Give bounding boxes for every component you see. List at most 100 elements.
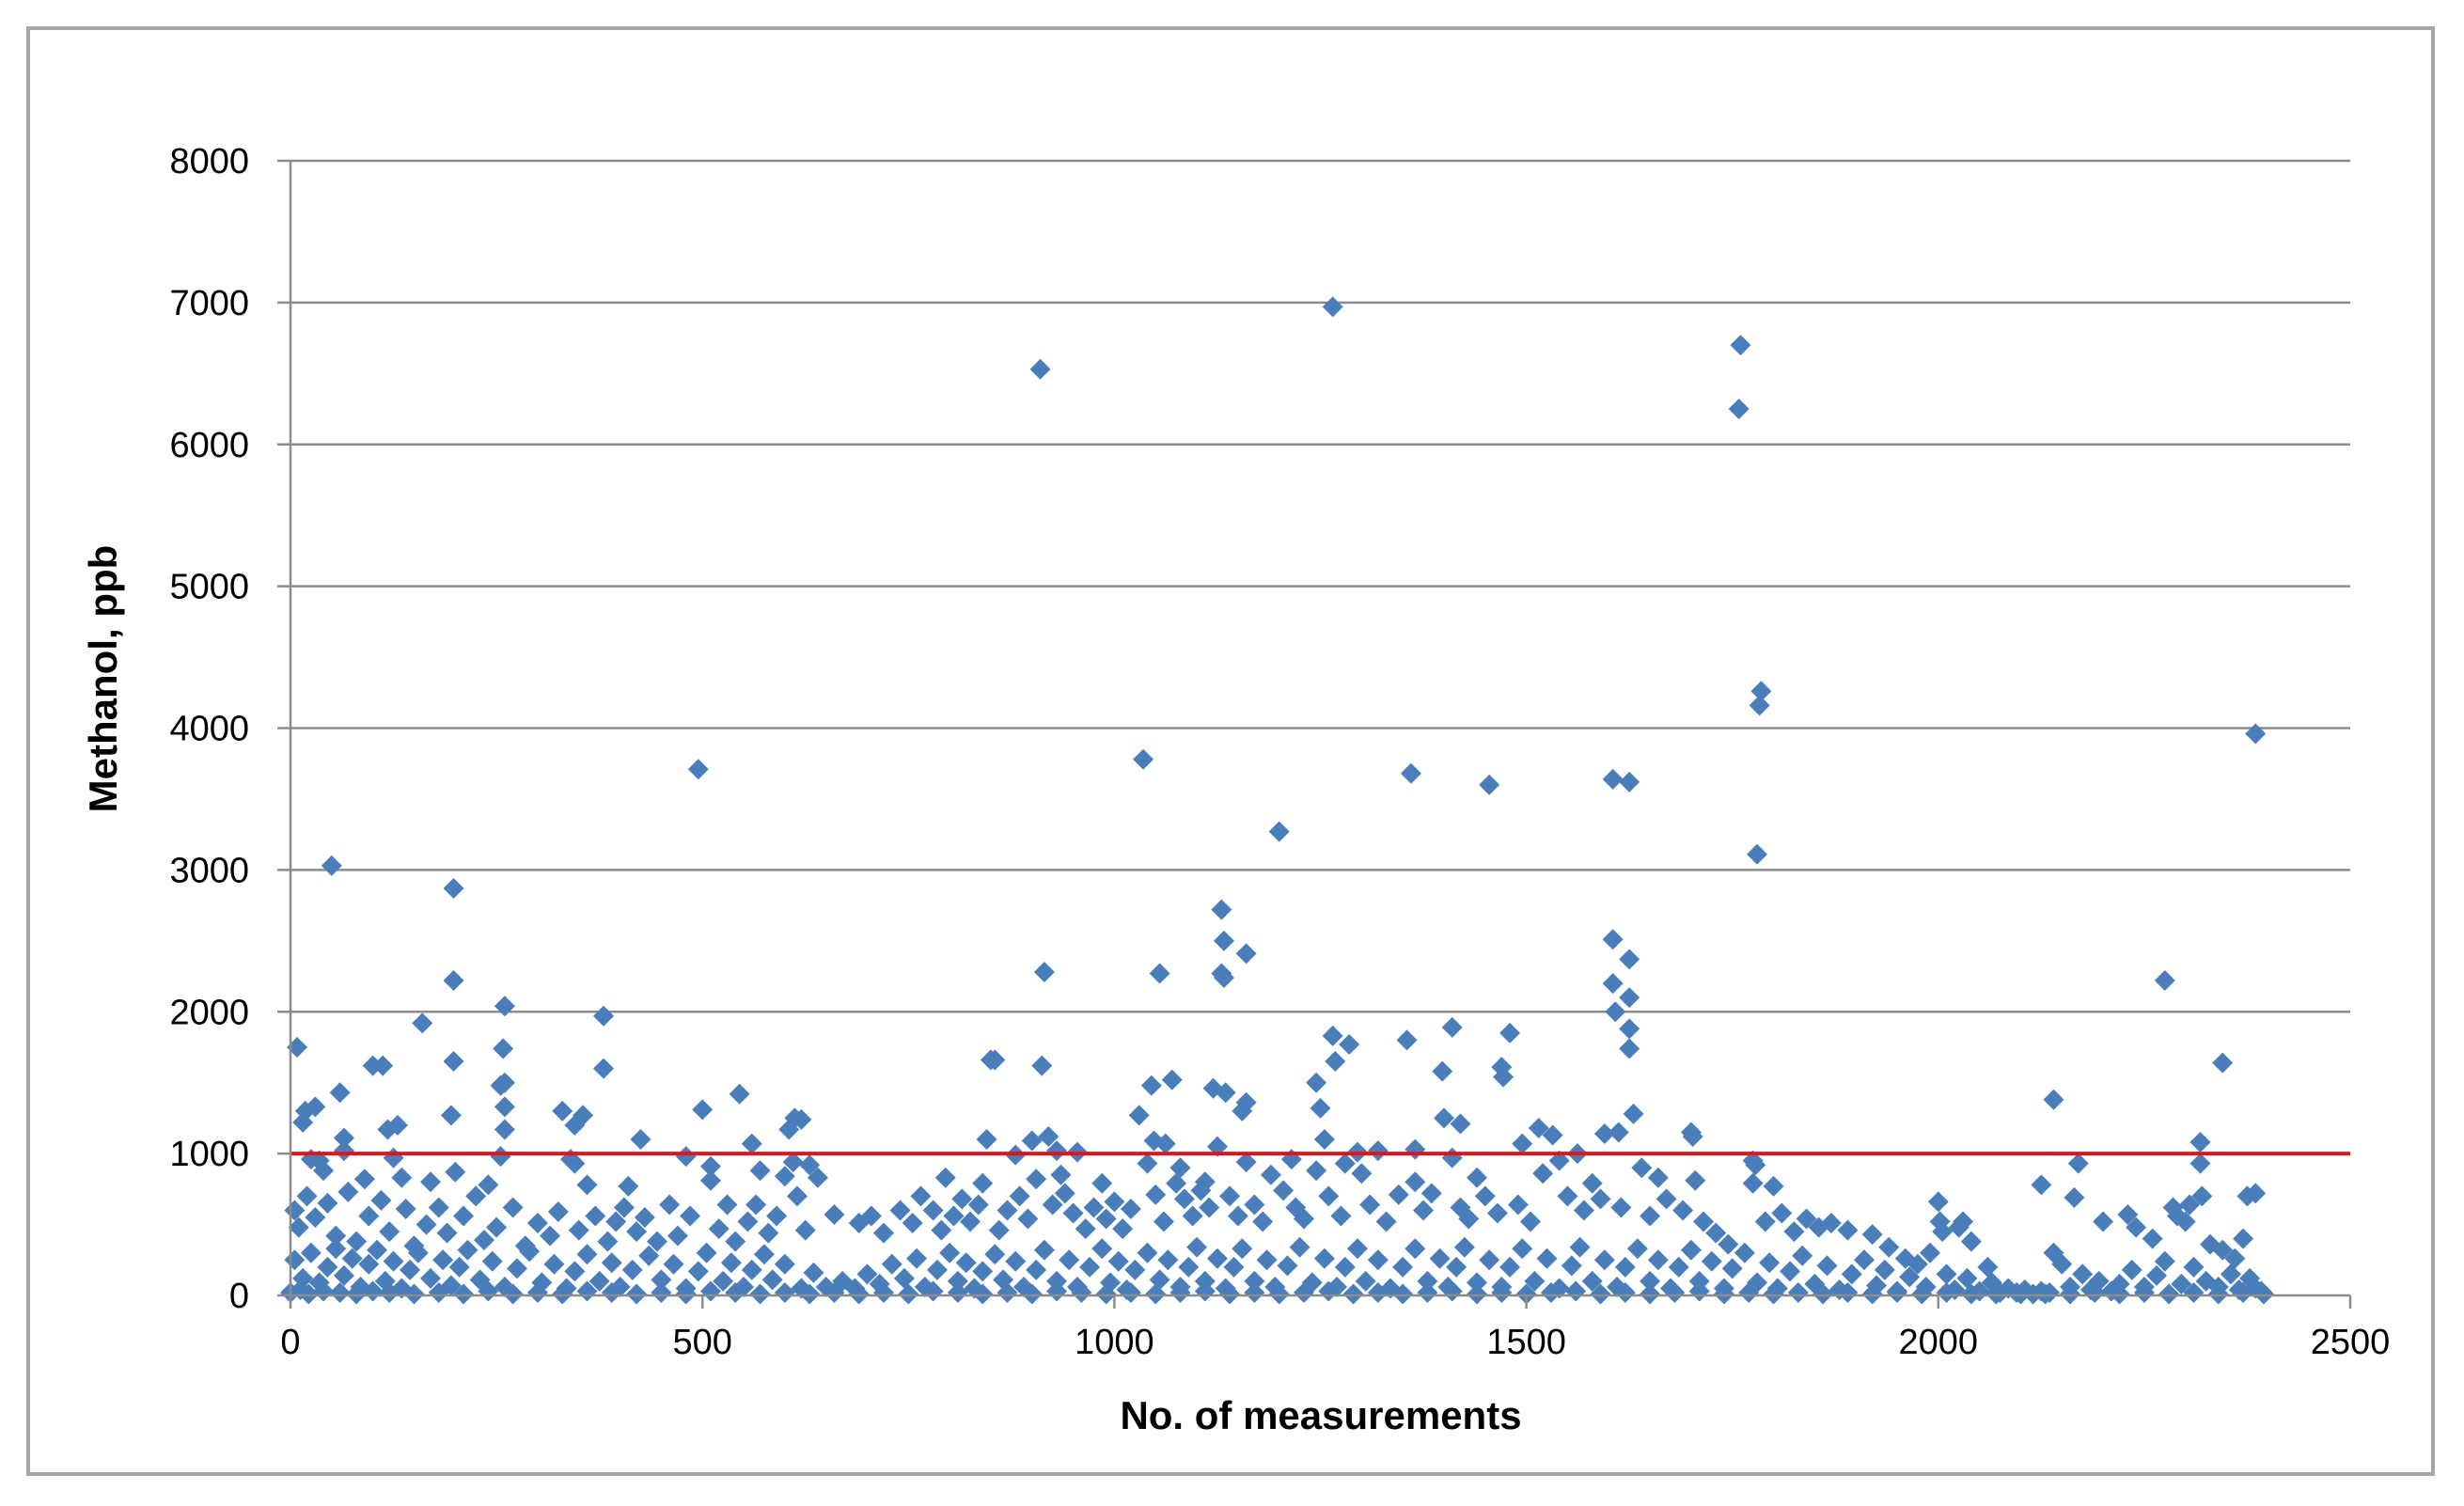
data-point [443,1051,464,1073]
data-point [1619,987,1640,1009]
data-point [419,1171,441,1193]
data-point [379,1221,400,1243]
data-point [761,1269,783,1291]
data-point [1293,1208,1314,1230]
data-point [1542,1124,1563,1146]
data-point [1232,1238,1253,1260]
data-point [1664,1281,1686,1303]
data-point [1206,1136,1228,1157]
data-point [502,1283,524,1305]
data-point [2067,1153,2089,1174]
data-point [1519,1211,1541,1232]
data-point [379,1281,400,1303]
data-point [2109,1283,2130,1305]
data-point [1054,1183,1075,1204]
data-point [774,1253,795,1275]
data-point [1608,1122,1629,1143]
data-point [1742,1172,1764,1194]
data-point [1886,1281,1907,1303]
data-point [1334,1256,1356,1278]
data-point [526,1281,548,1303]
data-point [448,1256,470,1278]
data-point [2252,1283,2274,1305]
data-point [1920,1242,1941,1263]
data-point [329,1281,351,1303]
data-point [1392,1283,1414,1305]
data-point [1318,1185,1340,1207]
data-point [1405,1138,1426,1160]
data-point [1095,1208,1117,1230]
data-point [1075,1218,1096,1240]
data-point [988,1219,1010,1241]
data-point [626,1283,648,1305]
data-point [1161,1069,1183,1090]
data-point [972,1172,994,1194]
data-point [1367,1281,1389,1303]
y-tick-label: 3000 [169,851,249,890]
data-point [2236,1185,2258,1207]
data-point [325,1238,347,1260]
data-point [1154,1133,1176,1154]
data-point [1685,1169,1706,1191]
data-point [1548,1150,1570,1171]
data-point [1244,1194,1265,1216]
data-point [960,1211,981,1232]
data-point [976,1129,997,1151]
data-point [699,1169,721,1191]
data-point [2189,1132,2211,1153]
data-point [552,1283,573,1305]
data-point [1256,1249,1278,1271]
data-point [2126,1216,2147,1238]
data-point [898,1283,919,1305]
data-point [1083,1197,1105,1218]
data-point [1524,1270,1546,1292]
data-point [358,1205,380,1227]
data-point [630,1129,651,1151]
data-point [1219,1283,1241,1305]
data-point [786,1185,808,1207]
data-point [1948,1216,1970,1238]
data-point [1400,762,1421,784]
data-point [288,1216,309,1238]
data-point [1137,1242,1158,1263]
x-tick-label: 1500 [1486,1323,1566,1362]
data-point [951,1188,973,1210]
data-point [2220,1263,2241,1285]
data-point [1590,1188,1611,1210]
data-point [1936,1281,1957,1303]
data-point [325,1225,347,1247]
data-point [2154,970,2175,992]
data-point [2183,1281,2205,1303]
data-point [1763,1175,1784,1197]
data-point [1536,1247,1558,1269]
data-point [1499,1022,1521,1043]
data-point [1293,1281,1314,1303]
data-point [729,1083,750,1105]
data-point [931,1219,952,1241]
data-point [791,1108,812,1130]
data-point [2064,1186,2085,1208]
data-point [1038,1126,1059,1148]
data-point [436,1222,458,1244]
data-point [1133,748,1154,770]
data-point [1602,768,1624,790]
data-point [699,1155,721,1177]
data-point [329,1082,351,1104]
data-point [1199,1197,1220,1218]
data-point [1936,1263,1957,1285]
data-point [490,1075,511,1096]
data-point [1091,1238,1113,1260]
data-point [753,1244,775,1265]
data-point [1206,1247,1228,1269]
data-point [1718,1233,1739,1255]
data-point [1310,1097,1331,1119]
data-point [1359,1194,1381,1216]
data-point [713,1270,734,1292]
data-point [1026,1169,1047,1190]
data-point [766,1205,788,1227]
data-point [1820,1213,1842,1234]
data-point [687,759,709,780]
data-point [1417,1281,1438,1303]
data-point [1780,1261,1801,1282]
data-point [1540,1281,1562,1303]
